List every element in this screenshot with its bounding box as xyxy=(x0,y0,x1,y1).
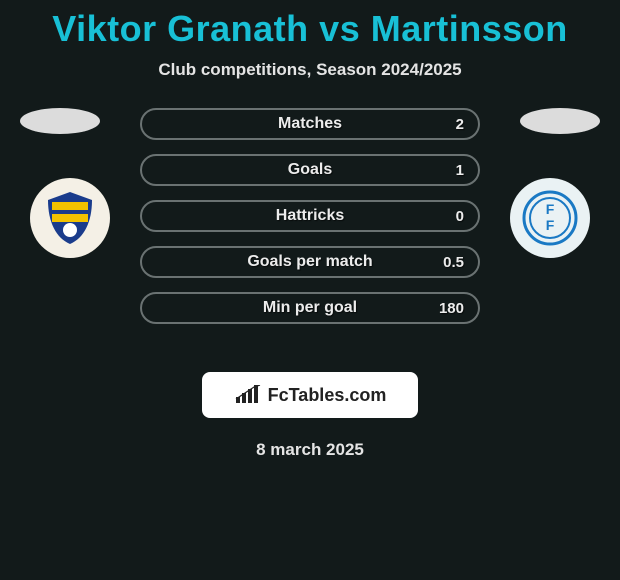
player-right-avatar-placeholder xyxy=(520,108,600,134)
svg-text:F: F xyxy=(546,201,555,217)
stat-value-right: 0.5 xyxy=(443,254,464,271)
stat-row: Goals 1 xyxy=(140,154,480,186)
stats-list: Matches 2 Goals 1 Hattricks 0 Goals per … xyxy=(140,108,480,338)
stat-value-right: 2 xyxy=(456,116,464,133)
stat-row: Min per goal 180 xyxy=(140,292,480,324)
bar-chart-icon xyxy=(234,385,262,405)
date-text: 8 march 2025 xyxy=(0,440,620,460)
stat-row: Hattricks 0 xyxy=(140,200,480,232)
stat-value-right: 0 xyxy=(456,208,464,225)
club-badge-icon: F F xyxy=(520,188,580,248)
stat-value-right: 180 xyxy=(439,300,464,317)
stat-value-right: 1 xyxy=(456,162,464,179)
subtitle: Club competitions, Season 2024/2025 xyxy=(0,60,620,80)
page-title: Viktor Granath vs Martinsson xyxy=(0,0,620,50)
comparison-area: F F Matches 2 Goals 1 Hattricks 0 Goals … xyxy=(0,108,620,368)
stat-label: Goals xyxy=(288,161,332,179)
source-badge: FcTables.com xyxy=(202,372,418,418)
svg-text:F: F xyxy=(546,217,555,233)
stat-label: Goals per match xyxy=(247,253,372,271)
source-brand-text: FcTables.com xyxy=(268,385,387,406)
club-crest-right: F F xyxy=(510,178,590,258)
stat-label: Min per goal xyxy=(263,299,357,317)
stat-label: Hattricks xyxy=(276,207,344,225)
shield-icon xyxy=(40,188,100,248)
stat-row: Goals per match 0.5 xyxy=(140,246,480,278)
player-left-avatar-placeholder xyxy=(20,108,100,134)
club-crest-left xyxy=(30,178,110,258)
stat-row: Matches 2 xyxy=(140,108,480,140)
stat-label: Matches xyxy=(278,115,342,133)
